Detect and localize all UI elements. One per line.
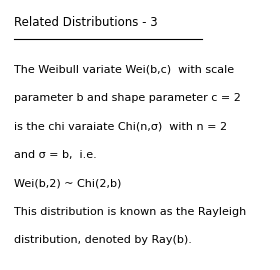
Text: is the chi varaiate Chi(n,σ)  with n = 2: is the chi varaiate Chi(n,σ) with n = 2 — [14, 122, 227, 131]
Text: Related Distributions - 3: Related Distributions - 3 — [14, 16, 158, 29]
Text: The Weibull variate Wei(b,c)  with scale: The Weibull variate Wei(b,c) with scale — [14, 65, 234, 75]
Text: and σ = b,  i.e.: and σ = b, i.e. — [14, 150, 97, 160]
Text: distribution, denoted by Ray(b).: distribution, denoted by Ray(b). — [14, 235, 192, 245]
Text: This distribution is known as the Rayleigh: This distribution is known as the Raylei… — [14, 207, 246, 217]
Text: Wei(b,2) ~ Chi(2,b): Wei(b,2) ~ Chi(2,b) — [14, 178, 121, 188]
Text: parameter b and shape parameter c = 2: parameter b and shape parameter c = 2 — [14, 93, 241, 103]
